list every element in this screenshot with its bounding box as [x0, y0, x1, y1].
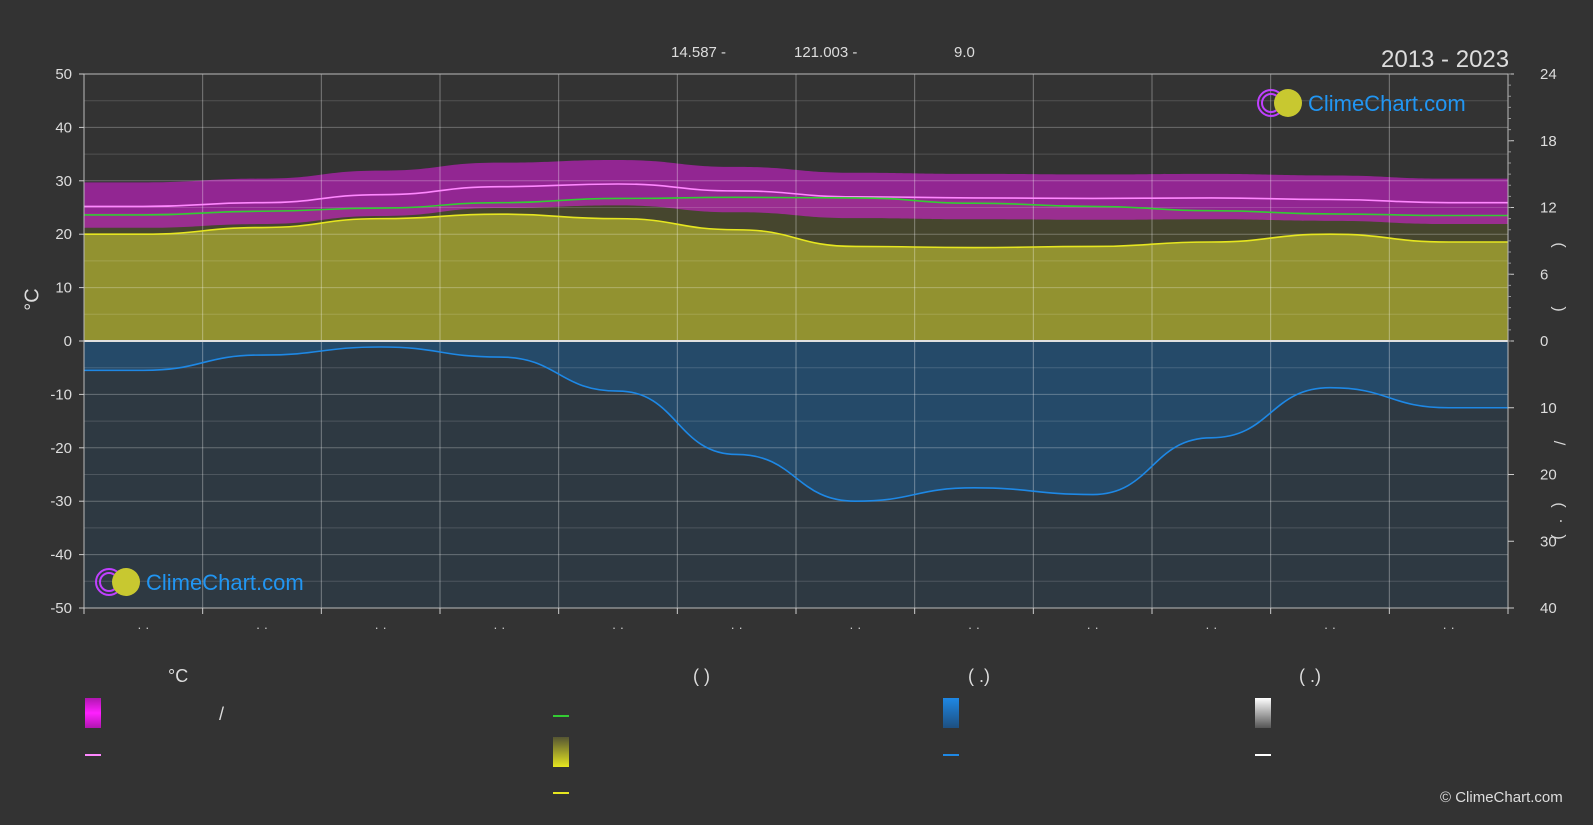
legend-swatch-precipitation-area — [943, 698, 959, 728]
brand-logo-bottom: ClimeChart.com — [95, 568, 304, 596]
longitude-label: 121.003 - — [794, 44, 858, 61]
y-left-tick-label: 0 — [64, 333, 72, 350]
legend-heading-temperature: °C — [168, 666, 189, 686]
chart-series-layer — [83, 183, 1508, 503]
legend-swatch-temp-range — [85, 698, 101, 728]
x-tick-label: · · — [1087, 620, 1099, 635]
y-right-bottom-tick-label: 20 — [1540, 467, 1557, 484]
y-right-bottom-tick-label: 30 — [1540, 533, 1557, 550]
y-left-tick-label: 40 — [55, 119, 72, 136]
y-right-bottom-tick-label: 40 — [1540, 600, 1557, 617]
x-tick-label: · · — [1443, 620, 1455, 635]
y-axis-left-label: °C — [21, 288, 44, 311]
y-axis-right-mark-4: ( — [1550, 502, 1568, 508]
y-axis-right-mark-2: ) — [1550, 306, 1568, 312]
y-right-top-tick-label: 12 — [1540, 200, 1557, 217]
legend-temp-range-separator: / — [219, 704, 225, 724]
y-left-tick-label: 10 — [55, 280, 72, 297]
y-right-bottom-tick-label: 10 — [1540, 400, 1557, 417]
y-left-tick-label: -20 — [50, 440, 72, 457]
sunshine-area — [84, 214, 1508, 341]
y-right-top-tick-label: 18 — [1540, 133, 1557, 150]
legend-swatch-mean-temp-line — [553, 715, 569, 717]
chart-background-layer — [84, 159, 1508, 608]
mean-temperature-line — [83, 196, 1508, 217]
x-tick-label: · · — [612, 620, 624, 635]
copyright-label: © ClimeChart.com — [1440, 789, 1563, 806]
precipitation-background — [84, 341, 1508, 608]
legend-heading-sunshine: ( ) — [693, 666, 710, 686]
y-left-tick-label: -10 — [50, 386, 72, 403]
legend-swatch-sunshine-line — [553, 792, 569, 794]
x-tick-label: · · — [1324, 620, 1336, 635]
sunshine-hours-line — [84, 213, 1508, 249]
brand-logo-top-text: ClimeChart.com — [1308, 91, 1466, 116]
y-left-tick-label: -50 — [50, 600, 72, 617]
y-left-tick-label: -30 — [50, 493, 72, 510]
x-tick-label: · · — [1205, 620, 1217, 635]
legend-swatch-max-temp-line — [85, 754, 101, 756]
y-axis-right-mark-5: · — [1552, 518, 1570, 524]
y-left-tick-label: 30 — [55, 173, 72, 190]
chart-axes: 50 40 30 20 10 0 -10 -20 -30 -40 -50 24 18 12 6 0 10 20 30… — [50, 66, 1556, 635]
brand-logo-top: ClimeChart.com — [1257, 89, 1466, 117]
max-temperature-line — [84, 183, 1508, 208]
x-tick-label: · · — [256, 620, 268, 635]
legend-swatch-snow-area — [1255, 698, 1271, 728]
legend-heading-snow: ( .) — [1299, 666, 1321, 686]
x-tick-label: · · — [849, 620, 861, 635]
y-left-tick-label: -40 — [50, 547, 72, 564]
y-left-tick-label: 50 — [55, 66, 72, 83]
precipitation-line — [84, 346, 1508, 503]
chart-grid — [84, 73, 1508, 609]
y-axis-right-mark-1: ( — [1550, 242, 1568, 248]
x-tick-label: · · — [731, 620, 743, 635]
y-right-top-tick-label: 24 — [1540, 66, 1557, 83]
legend-heading-precipitation: ( .) — [968, 666, 990, 686]
x-tick-label: · · — [137, 620, 149, 635]
year-range-title: 2013 - 2023 — [1381, 46, 1510, 73]
x-tick-label: · · — [968, 620, 980, 635]
brand-logo-bottom-text: ClimeChart.com — [146, 570, 304, 595]
y-axis-right-mark-6: ) — [1550, 534, 1568, 540]
legend-swatch-sunshine-area — [553, 737, 569, 767]
x-tick-label: · · — [375, 620, 387, 635]
y-right-top-tick-label: 6 — [1540, 266, 1548, 283]
latitude-label: 14.587 - — [671, 44, 727, 61]
y-left-tick-label: 20 — [55, 226, 72, 243]
y-right-top-tick-label: 0 — [1540, 333, 1548, 350]
y-axis-right-mark-3: / — [1550, 440, 1568, 446]
precipitation-area — [84, 341, 1508, 502]
legend-swatch-snow-line — [1255, 754, 1271, 756]
x-tick-label: · · — [493, 620, 505, 635]
legend-swatch-precipitation-line — [943, 754, 959, 756]
elevation-label: 9.0 — [954, 44, 975, 61]
